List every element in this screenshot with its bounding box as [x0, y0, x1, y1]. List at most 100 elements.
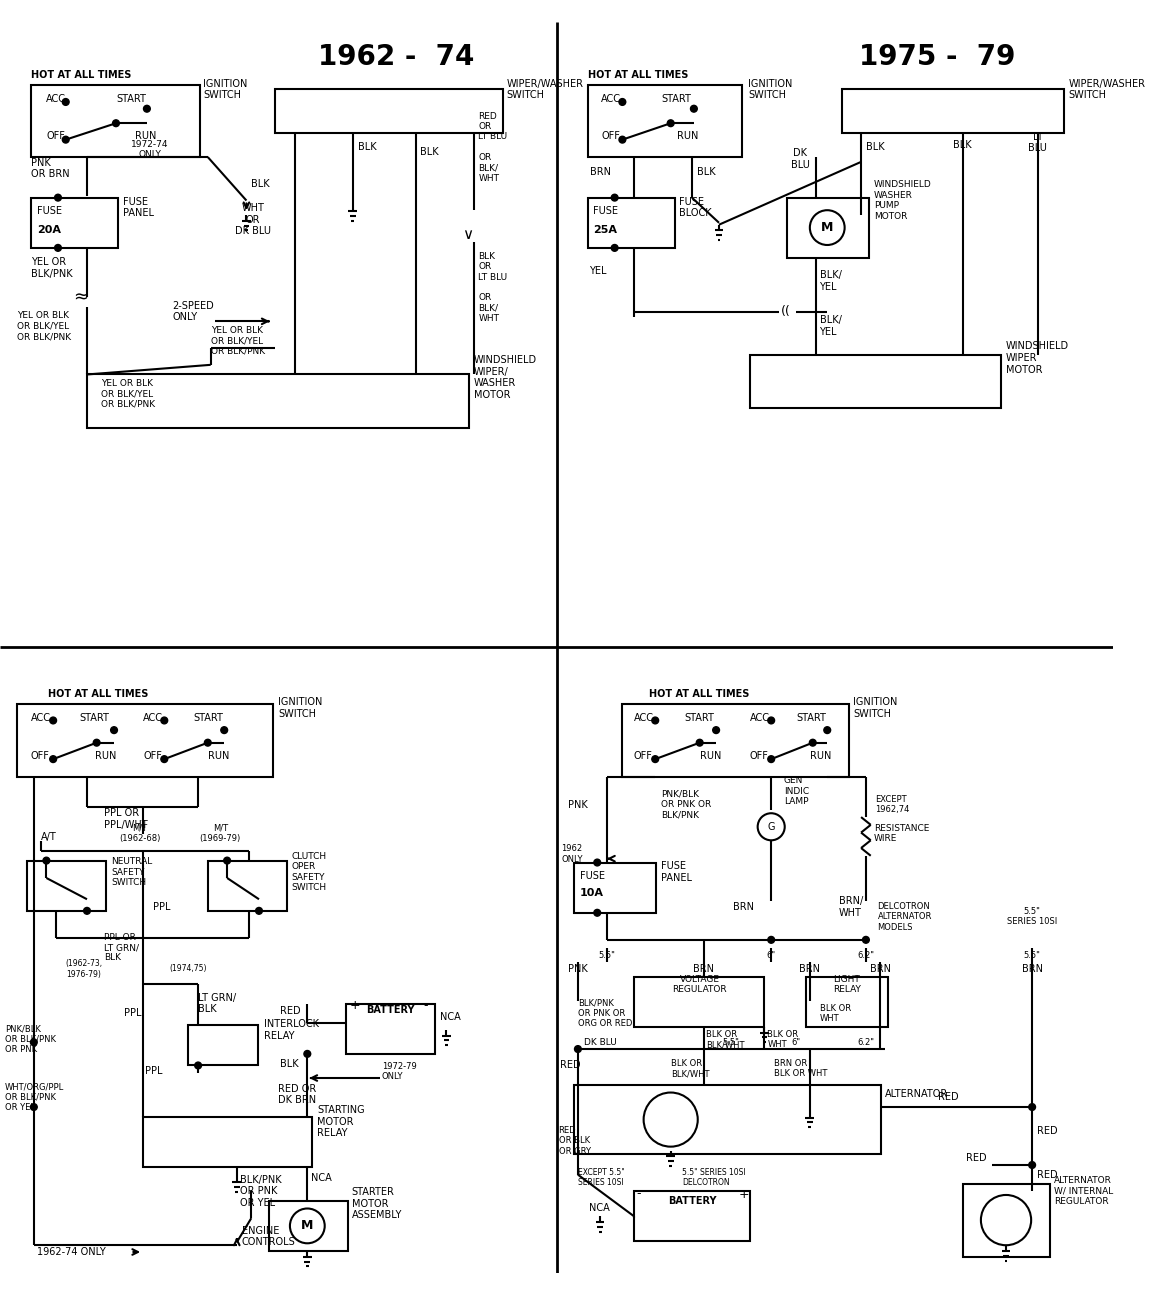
- Text: NEUTRAL
SAFETY
SWITCH: NEUTRAL SAFETY SWITCH: [111, 857, 152, 887]
- Text: LT
BLU: LT BLU: [1029, 132, 1047, 153]
- Text: RED
OR
LT BLU

OR
BLK/
WHT: RED OR LT BLU OR BLK/ WHT: [478, 111, 508, 183]
- Bar: [963, 1185, 1049, 1257]
- Text: RUN: RUN: [810, 751, 832, 761]
- Text: PPL OR
PPL/WHT: PPL OR PPL/WHT: [105, 808, 147, 830]
- Text: RUN: RUN: [207, 751, 229, 761]
- Text: ∨: ∨: [462, 227, 473, 242]
- Text: WINDSHIELD
WASHER
PUMP
MOTOR: WINDSHIELD WASHER PUMP MOTOR: [873, 180, 931, 220]
- Text: ACC: ACC: [31, 712, 51, 723]
- Text: LT GRN/
BLK: LT GRN/ BLK: [198, 993, 236, 1014]
- Text: START: START: [796, 712, 826, 723]
- Text: BLK/PNK
OR PNK OR
ORG OR RED: BLK/PNK OR PNK OR ORG OR RED: [578, 998, 632, 1028]
- Text: BLK
OR
LT BLU

OR
BLK/
WHT: BLK OR LT BLU OR BLK/ WHT: [478, 251, 508, 324]
- Text: M: M: [821, 221, 833, 234]
- Text: YEL OR BLK
OR BLK/YEL
OR BLK/PNK: YEL OR BLK OR BLK/YEL OR BLK/PNK: [211, 326, 265, 356]
- Text: NCA: NCA: [311, 1172, 332, 1182]
- Text: RED OR
DK BRN: RED OR DK BRN: [279, 1084, 317, 1105]
- Text: YEL OR
BLK/PNK: YEL OR BLK/PNK: [31, 258, 73, 278]
- Text: PPL: PPL: [153, 903, 170, 912]
- Circle shape: [667, 120, 674, 127]
- Circle shape: [619, 98, 626, 105]
- Text: BLK: BLK: [357, 142, 377, 153]
- Text: RED: RED: [1037, 1127, 1058, 1136]
- Text: OFF: OFF: [143, 751, 162, 761]
- Circle shape: [50, 756, 56, 763]
- Text: 5.5": 5.5": [1024, 951, 1040, 960]
- Circle shape: [652, 717, 659, 724]
- Text: M: M: [301, 1220, 313, 1233]
- Text: ACC: ACC: [634, 712, 654, 723]
- Text: FUSE
PANEL: FUSE PANEL: [661, 861, 692, 883]
- Text: RUN: RUN: [699, 751, 721, 761]
- Text: INTERLOCK
RELAY: INTERLOCK RELAY: [264, 1019, 319, 1040]
- Text: M/T
(1969-79): M/T (1969-79): [199, 824, 241, 843]
- Circle shape: [758, 813, 785, 840]
- Text: (1962-73,
1976-79): (1962-73, 1976-79): [66, 960, 103, 979]
- Text: IGNITION
SWITCH: IGNITION SWITCH: [203, 79, 248, 100]
- Text: RED: RED: [967, 1154, 987, 1163]
- Text: BLK: BLK: [280, 1058, 298, 1068]
- Circle shape: [304, 1050, 311, 1057]
- Text: FUSE: FUSE: [579, 872, 605, 881]
- Bar: [806, 976, 888, 1027]
- Circle shape: [980, 1195, 1031, 1246]
- Text: EXCEPT
1962,74: EXCEPT 1962,74: [876, 795, 910, 815]
- Bar: [842, 89, 1064, 133]
- Text: BLK/PNK
OR PNK
OR YEL: BLK/PNK OR PNK OR YEL: [240, 1175, 281, 1208]
- Text: START: START: [79, 712, 109, 723]
- Text: OFF: OFF: [750, 751, 768, 761]
- Text: BLK OR
BLK/WHT: BLK OR BLK/WHT: [706, 1030, 745, 1049]
- Text: ENGINE
CONTROLS: ENGINE CONTROLS: [242, 1226, 295, 1247]
- Text: BLK: BLK: [866, 142, 885, 153]
- Circle shape: [575, 1045, 582, 1053]
- Text: PNK: PNK: [568, 799, 588, 809]
- Text: +: +: [738, 1188, 749, 1200]
- Circle shape: [768, 936, 774, 943]
- Bar: [574, 1085, 881, 1154]
- Text: WINDSHIELD
WIPER/
WASHER
MOTOR: WINDSHIELD WIPER/ WASHER MOTOR: [473, 355, 537, 400]
- Text: 1962 -  74: 1962 - 74: [318, 43, 475, 71]
- Text: RED: RED: [939, 1093, 958, 1102]
- Circle shape: [62, 136, 69, 142]
- Text: OFF: OFF: [46, 131, 66, 141]
- Text: BRN: BRN: [870, 963, 890, 974]
- Text: DK
BLU: DK BLU: [790, 148, 810, 170]
- Text: YEL OR BLK
OR BLK/YEL
OR BLK/PNK: YEL OR BLK OR BLK/YEL OR BLK/PNK: [101, 379, 156, 409]
- Circle shape: [644, 1093, 698, 1146]
- Circle shape: [30, 1103, 37, 1110]
- Text: BLK/
YEL: BLK/ YEL: [819, 316, 841, 337]
- Text: OFF: OFF: [601, 131, 620, 141]
- Text: 5.5": 5.5": [722, 1037, 740, 1046]
- Text: 1972-74
ONLY: 1972-74 ONLY: [131, 140, 168, 159]
- Bar: [275, 89, 502, 133]
- Bar: [207, 861, 287, 910]
- Text: DELCOTRON
ALTERNATOR
MODELS: DELCOTRON ALTERNATOR MODELS: [878, 901, 932, 931]
- Text: G: G: [767, 822, 775, 831]
- Text: BLK OR
WHT: BLK OR WHT: [767, 1030, 798, 1049]
- Bar: [31, 198, 118, 247]
- Text: 20A: 20A: [37, 224, 61, 234]
- Text: LIGHT
RELAY: LIGHT RELAY: [833, 975, 861, 995]
- Text: VOLTAGE
REGULATOR: VOLTAGE REGULATOR: [673, 975, 727, 995]
- Bar: [588, 84, 742, 157]
- Text: ACC: ACC: [750, 712, 770, 723]
- Text: BRN: BRN: [733, 903, 753, 912]
- Text: START: START: [194, 712, 223, 723]
- Circle shape: [54, 245, 61, 251]
- Text: IGNITION
SWITCH: IGNITION SWITCH: [854, 697, 897, 719]
- Text: FUSE: FUSE: [37, 206, 62, 216]
- Circle shape: [195, 1062, 202, 1068]
- Bar: [143, 1116, 312, 1167]
- Text: FUSE
PANEL: FUSE PANEL: [123, 197, 153, 218]
- Circle shape: [223, 857, 230, 864]
- Circle shape: [43, 857, 50, 864]
- Bar: [574, 862, 657, 913]
- Circle shape: [619, 136, 626, 142]
- Bar: [634, 1191, 750, 1242]
- Circle shape: [290, 1208, 325, 1243]
- Bar: [88, 374, 469, 427]
- Text: HOT AT ALL TIMES: HOT AT ALL TIMES: [48, 689, 149, 699]
- Text: PNK
OR BRN: PNK OR BRN: [31, 158, 69, 180]
- Text: START: START: [661, 95, 691, 104]
- Text: WIPER/WASHER
SWITCH: WIPER/WASHER SWITCH: [507, 79, 583, 100]
